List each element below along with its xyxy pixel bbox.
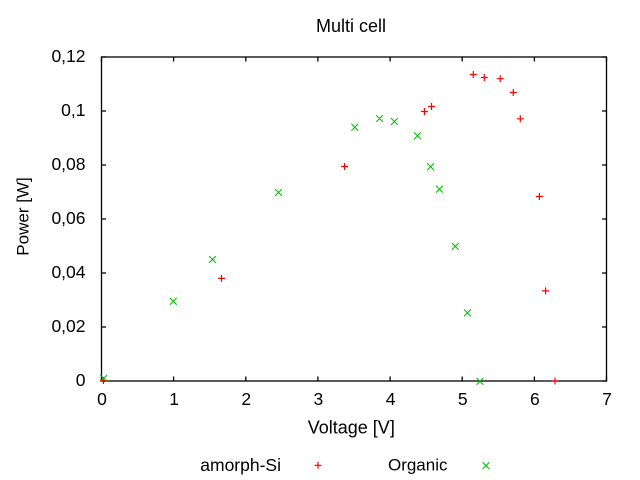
svg-text:7: 7 [602, 389, 612, 409]
svg-text:Power [W]: Power [W] [14, 177, 33, 255]
svg-text:Voltage [V]: Voltage [V] [308, 418, 395, 438]
svg-text:5: 5 [458, 389, 468, 409]
svg-text:amorph-Si: amorph-Si [200, 455, 281, 475]
svg-text:0,06: 0,06 [51, 208, 85, 228]
svg-text:0: 0 [97, 389, 107, 409]
svg-text:0: 0 [76, 370, 86, 390]
svg-text:3: 3 [314, 389, 324, 409]
svg-text:0,1: 0,1 [61, 100, 85, 120]
svg-text:0,04: 0,04 [51, 262, 85, 282]
svg-text:6: 6 [530, 389, 540, 409]
svg-text:0,12: 0,12 [51, 46, 85, 66]
svg-text:0,08: 0,08 [51, 154, 85, 174]
svg-text:1: 1 [169, 389, 179, 409]
svg-text:2: 2 [241, 389, 251, 409]
svg-text:Organic: Organic [388, 456, 448, 475]
svg-text:0,02: 0,02 [51, 316, 85, 336]
svg-text:4: 4 [386, 389, 396, 409]
svg-text:Multi cell: Multi cell [316, 16, 386, 36]
